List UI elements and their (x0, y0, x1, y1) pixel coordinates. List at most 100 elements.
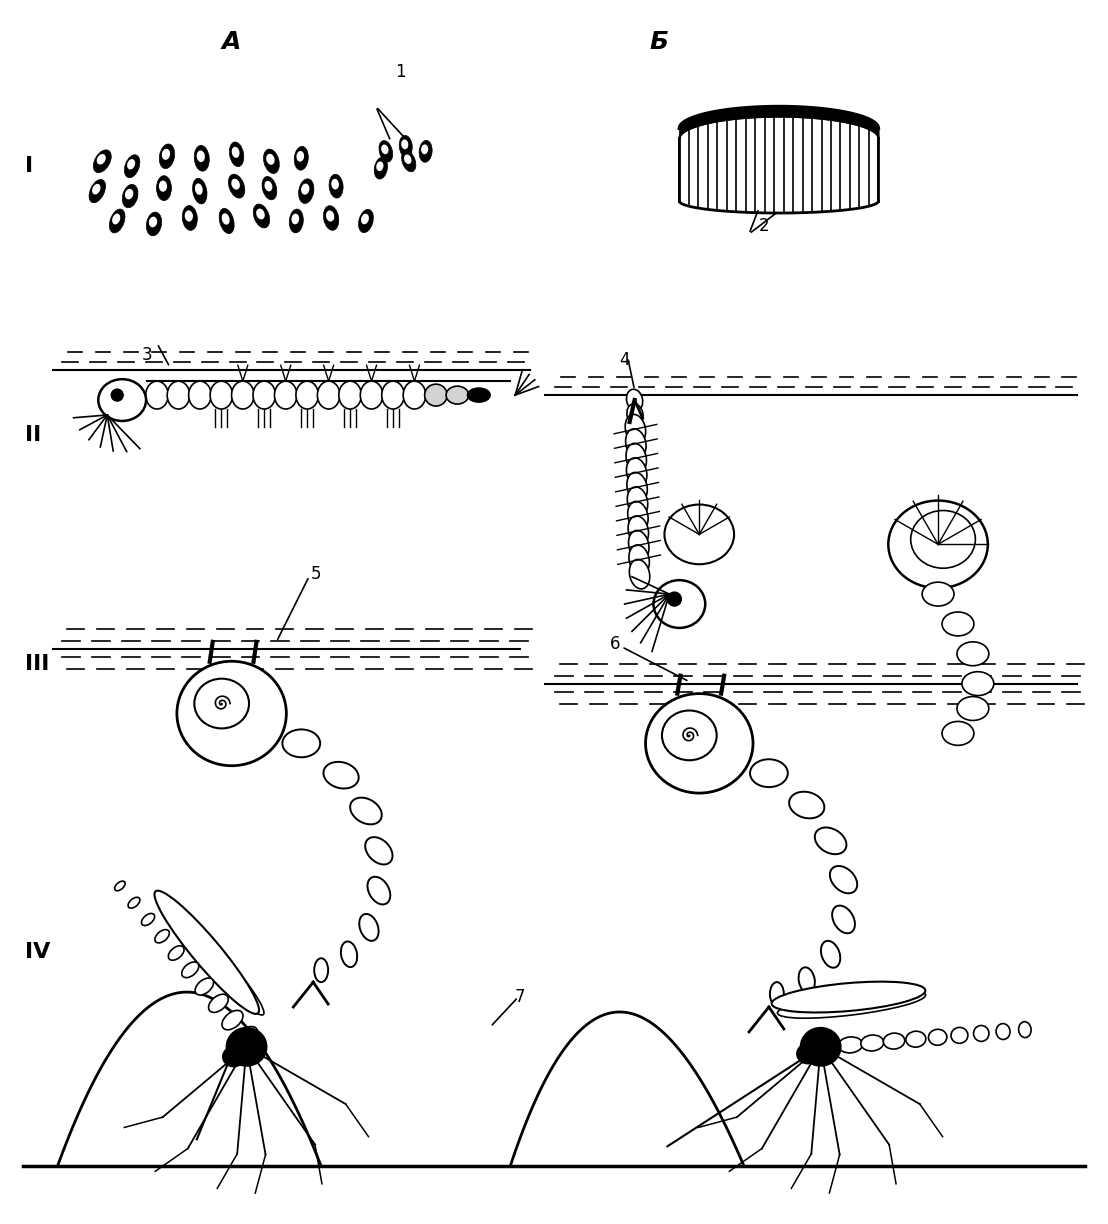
Ellipse shape (324, 206, 339, 230)
Ellipse shape (232, 179, 240, 190)
Ellipse shape (951, 1027, 968, 1043)
Ellipse shape (375, 158, 388, 179)
Ellipse shape (266, 154, 275, 165)
Ellipse shape (360, 381, 382, 409)
Ellipse shape (329, 174, 343, 198)
Ellipse shape (359, 209, 373, 233)
Ellipse shape (195, 184, 203, 195)
Ellipse shape (368, 876, 390, 905)
Ellipse shape (264, 149, 279, 174)
Ellipse shape (228, 174, 245, 198)
Ellipse shape (627, 404, 643, 426)
Ellipse shape (256, 208, 265, 219)
Ellipse shape (295, 147, 308, 170)
Ellipse shape (922, 583, 954, 606)
Ellipse shape (317, 381, 340, 409)
Text: 6: 6 (609, 635, 620, 652)
Ellipse shape (168, 946, 184, 961)
Text: IV: IV (24, 942, 50, 962)
Ellipse shape (154, 891, 259, 1013)
Ellipse shape (183, 206, 197, 230)
Ellipse shape (142, 913, 155, 925)
Text: I: I (24, 157, 33, 176)
Ellipse shape (381, 144, 389, 154)
Ellipse shape (366, 837, 392, 864)
Ellipse shape (194, 146, 209, 171)
Ellipse shape (129, 897, 140, 908)
Ellipse shape (625, 415, 646, 444)
Ellipse shape (771, 982, 925, 1012)
Ellipse shape (158, 181, 167, 192)
Ellipse shape (188, 381, 212, 409)
Ellipse shape (626, 458, 647, 487)
Ellipse shape (229, 142, 244, 166)
Ellipse shape (331, 179, 339, 190)
Ellipse shape (832, 906, 855, 934)
Ellipse shape (821, 941, 840, 968)
Ellipse shape (96, 154, 105, 164)
Ellipse shape (377, 162, 383, 171)
Ellipse shape (196, 151, 205, 162)
Ellipse shape (861, 1036, 884, 1051)
Ellipse shape (957, 696, 988, 721)
Ellipse shape (261, 176, 277, 200)
Ellipse shape (110, 209, 125, 233)
Ellipse shape (962, 672, 994, 695)
Ellipse shape (379, 141, 392, 162)
Ellipse shape (646, 694, 753, 793)
Ellipse shape (626, 443, 646, 472)
Ellipse shape (193, 179, 207, 204)
Ellipse shape (99, 379, 146, 421)
Ellipse shape (219, 208, 234, 234)
Ellipse shape (148, 217, 157, 228)
Ellipse shape (424, 384, 448, 406)
Ellipse shape (127, 159, 135, 169)
Ellipse shape (162, 149, 171, 160)
Ellipse shape (93, 149, 111, 173)
Ellipse shape (447, 386, 469, 404)
Ellipse shape (223, 1047, 245, 1066)
Ellipse shape (211, 381, 233, 409)
Ellipse shape (291, 214, 299, 224)
Ellipse shape (629, 559, 649, 589)
Ellipse shape (911, 510, 975, 568)
Ellipse shape (661, 710, 717, 760)
Ellipse shape (350, 798, 382, 824)
Ellipse shape (232, 381, 254, 409)
Ellipse shape (626, 389, 643, 411)
Ellipse shape (974, 1026, 989, 1042)
Ellipse shape (114, 881, 125, 891)
Ellipse shape (382, 381, 404, 409)
Ellipse shape (468, 388, 490, 401)
Text: 2: 2 (759, 217, 769, 235)
Ellipse shape (156, 176, 172, 201)
Text: А: А (222, 29, 242, 54)
Ellipse shape (797, 1044, 819, 1064)
Ellipse shape (665, 504, 735, 564)
Ellipse shape (815, 1039, 841, 1055)
Ellipse shape (654, 580, 705, 628)
Ellipse shape (789, 792, 824, 819)
Ellipse shape (122, 185, 138, 208)
Text: 3: 3 (142, 346, 153, 365)
Ellipse shape (1018, 1022, 1032, 1038)
Ellipse shape (667, 592, 681, 606)
Ellipse shape (296, 381, 318, 409)
Ellipse shape (403, 381, 425, 409)
Ellipse shape (182, 962, 198, 978)
Ellipse shape (125, 188, 133, 200)
Ellipse shape (315, 958, 328, 982)
Ellipse shape (942, 612, 974, 636)
Ellipse shape (359, 914, 379, 941)
Ellipse shape (185, 211, 193, 222)
Ellipse shape (942, 721, 974, 745)
Ellipse shape (839, 1037, 863, 1053)
Ellipse shape (628, 530, 649, 559)
Text: II: II (24, 425, 41, 444)
Ellipse shape (399, 136, 412, 157)
Ellipse shape (222, 1010, 243, 1029)
Ellipse shape (361, 214, 369, 224)
Ellipse shape (167, 381, 189, 409)
Ellipse shape (401, 151, 416, 171)
Ellipse shape (227, 1028, 266, 1066)
